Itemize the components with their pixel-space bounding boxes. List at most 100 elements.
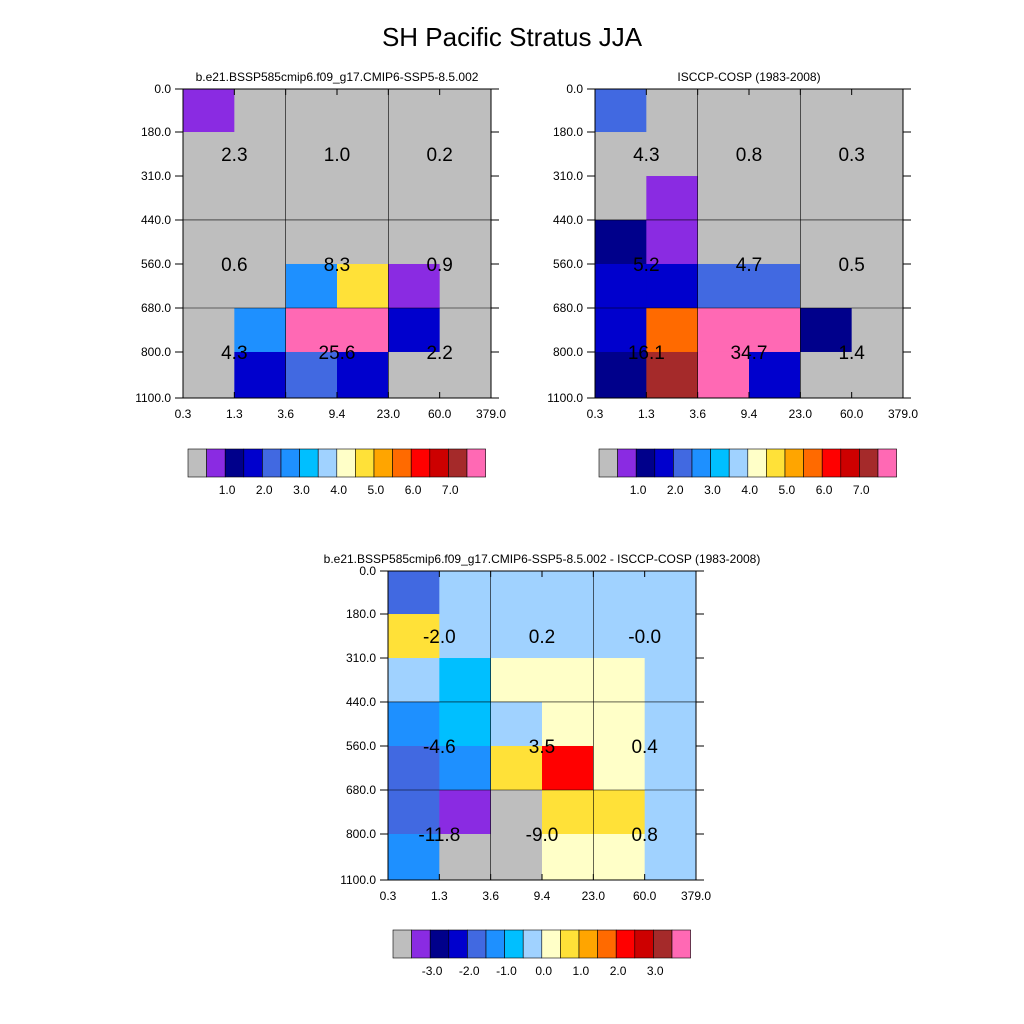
colorbar-tick-label: 1.0 [219,483,236,497]
colorbar-swatch [467,929,487,959]
heatmap-cell [593,571,646,615]
heatmap-cell [800,219,853,265]
x-tick-label: 0.3 [175,407,192,421]
colorbar-swatch [243,448,263,478]
x-tick-label: 3.6 [689,407,706,421]
heatmap-cell [439,89,492,133]
heatmap-cell [542,614,594,659]
colorbar-tick-label: 7.0 [853,483,870,497]
colorbar-swatch [766,448,786,478]
colorbar-swatch [392,929,412,959]
heatmap-cell [234,263,287,309]
heatmap-cell [646,89,699,133]
heatmap-cell [285,176,338,221]
heatmap-cell [337,132,389,177]
x-tick-label: 0.3 [380,889,397,903]
heatmap-cell [234,132,287,177]
heatmap-cell [697,351,750,399]
heatmap-cell [183,219,235,265]
x-tick-label: 0.3 [587,407,604,421]
x-tick-label: 9.4 [534,889,551,903]
heatmap-cell [439,614,492,659]
y-tick-label: 0.0 [154,82,171,96]
x-tick-label: 23.0 [582,889,606,903]
heatmap-cell [490,571,543,615]
heatmap-cell [337,176,389,221]
y-tick-label: 680.0 [346,783,376,797]
colorbar-swatch [410,448,431,478]
heatmap-cell [388,658,440,703]
heatmap-cell [439,219,492,265]
colorbar-swatch [317,448,338,478]
heatmap-cell [595,351,647,399]
panel-title: b.e21.BSSP585cmip6.f09_g17.CMIP6-SSP5-8.… [196,70,479,84]
value-label: 0.5 [838,255,864,276]
heatmap-cell [388,614,440,659]
value-label: 8.3 [324,255,350,276]
colorbar-swatch [485,929,505,959]
value-label: 4.7 [736,255,762,276]
x-tick-label: 379.0 [681,889,711,903]
panel-title: ISCCP-COSP (1983-2008) [677,70,820,84]
colorbar-swatch [653,929,673,959]
heatmap-cell [697,219,750,265]
colorbar-swatch [280,448,300,478]
heatmap-cell [388,263,441,309]
panel-title: b.e21.BSSP585cmip6.f09_g17.CMIP6-SSP5-8.… [324,552,761,566]
heatmap-cell [800,263,853,309]
y-tick-label: 180.0 [346,607,376,621]
value-label: 0.8 [631,825,657,846]
colorbar-swatch [578,929,598,959]
heatmap-cell [646,351,699,399]
heatmap-cell [749,307,801,353]
heatmap-cell [337,351,389,399]
x-tick-label: 3.6 [277,407,294,421]
colorbar-swatch [187,448,207,478]
colorbar-tick-label: 5.0 [368,483,385,497]
colorbar-swatch [691,448,711,478]
x-tick-label: 379.0 [476,407,506,421]
heatmap-cell [183,351,235,399]
colorbar-tick-label: 2.0 [256,483,273,497]
heatmap-cell [234,351,287,399]
value-label: 34.7 [731,343,768,364]
value-label: 25.6 [319,343,356,364]
colorbar-tick-label: 2.0 [610,964,627,978]
heatmap-cell [285,307,338,353]
value-label: 0.8 [736,145,762,166]
heatmap-cell [595,263,647,309]
heatmap-cell [542,658,594,703]
heatmap-cell [595,219,647,265]
heatmap-cell [595,89,647,133]
heatmap-cell [337,263,389,309]
heatmap-cell [337,219,389,265]
colorbar-swatch [671,929,691,959]
heatmap-cell [646,132,699,177]
colorbar-tick-label: 2.0 [667,483,684,497]
x-tick-label: 379.0 [888,407,918,421]
heatmap-cell [593,658,646,703]
heatmap-cell [749,351,801,399]
heatmap-cell [388,89,441,133]
colorbar-swatch [299,448,319,478]
heatmap-cell [749,89,801,133]
y-tick-label: 560.0 [141,257,171,271]
colorbar-swatch [840,448,860,478]
value-label: -9.0 [526,825,559,846]
colorbar-swatch [747,448,767,478]
y-tick-label: 310.0 [553,169,583,183]
colorbar-swatch [541,929,561,959]
heatmap-cell [388,701,440,747]
heatmap-cell [490,614,543,659]
colorbar-swatch [262,448,282,478]
colorbar-swatch [597,929,617,959]
colorbar-tick-label: 0.0 [535,964,552,978]
panel-3: b.e21.BSSP585cmip6.f09_g17.CMIP6-SSP5-8.… [324,552,761,978]
heatmap-cell [439,132,492,177]
value-label: -0.0 [628,627,661,648]
colorbar-tick-label: 6.0 [405,483,422,497]
colorbar: -3.0 -2.0 -1.0 0.0 1.0 2.0 3.0 [392,929,691,978]
heatmap-cell [646,176,699,221]
heatmap-cell [851,89,904,133]
colorbar-tick-label: 7.0 [442,483,459,497]
